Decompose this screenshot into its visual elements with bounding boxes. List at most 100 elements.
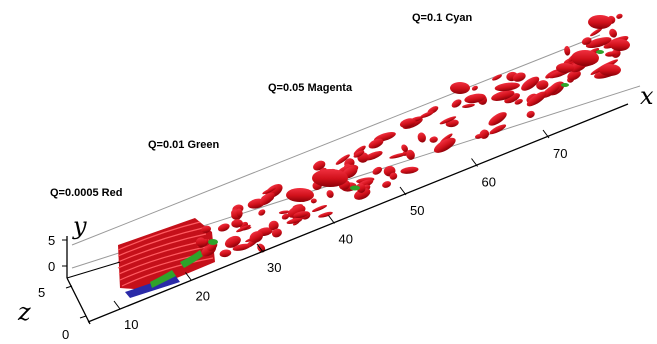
x-tick-label: 20	[196, 289, 210, 304]
red-vortex-blob	[224, 235, 241, 248]
x-tick-mark	[256, 243, 264, 253]
red-vortex-blob	[450, 82, 470, 94]
box-top-back-edge	[71, 34, 601, 246]
red-vortex-blob	[494, 82, 520, 92]
red-vortex-blob	[526, 91, 547, 107]
x-axis: 10 20 30 40 50 60 70 x	[87, 82, 654, 332]
red-vortex-blob	[417, 132, 426, 143]
red-vortex-blob	[504, 93, 520, 104]
red-vortex-blob	[326, 190, 334, 198]
red-vortex-blob	[406, 149, 415, 160]
red-vortex-blob	[318, 211, 333, 218]
red-vortex-blob	[311, 205, 328, 212]
red-vortex-blob	[219, 249, 232, 258]
x-tick-mark	[542, 129, 550, 139]
red-vortex-blob	[310, 198, 317, 204]
x-tick-label: 50	[410, 203, 424, 218]
red-vortex-blob	[526, 110, 535, 118]
red-vortex-blob	[599, 64, 621, 76]
red-vortex-blob	[313, 160, 326, 171]
inflow-hairpin-slab	[117, 218, 215, 298]
x-tick-mark	[471, 158, 478, 167]
red-vortex-blob	[236, 224, 251, 233]
x-tick-mark	[185, 272, 192, 281]
red-vortex-blob	[281, 213, 290, 220]
red-vortex-blob	[489, 124, 507, 135]
red-vortex-blob	[262, 187, 276, 195]
red-vortex-blob	[581, 37, 592, 45]
red-vortex-blob	[401, 144, 408, 152]
vortex-structures	[117, 13, 630, 298]
red-vortex-blob	[439, 116, 457, 125]
red-vortex-blob	[195, 237, 206, 248]
red-vortex-blob	[429, 136, 438, 143]
red-vortex-blob	[479, 129, 490, 139]
z-axis-line	[66, 277, 91, 325]
red-vortex-blob	[312, 169, 348, 187]
red-vortex-blob	[286, 217, 303, 224]
red-vortex-blob	[382, 181, 392, 188]
red-vortex-blob	[400, 166, 419, 174]
red-vortex-blob	[433, 137, 456, 153]
red-vortex-blob	[335, 154, 350, 165]
red-vortex-blob	[514, 98, 523, 105]
red-vortex-blob	[609, 28, 618, 38]
red-vortex-blob	[278, 210, 290, 214]
red-vortex-blob	[201, 225, 212, 233]
red-vortex-blob	[491, 90, 515, 101]
green-spot	[350, 185, 360, 191]
red-vortex-blob	[585, 37, 612, 49]
red-vortex-blob	[590, 27, 603, 37]
red-vortex-blob	[567, 70, 581, 81]
x-tick-label: 40	[339, 232, 353, 247]
legend-label-magenta: Q=0.05 Magenta	[268, 82, 353, 94]
red-vortex-blob	[268, 220, 279, 231]
x-tick-label: 60	[482, 175, 496, 190]
red-vortex-blob	[271, 228, 282, 238]
x-axis-name: x	[640, 82, 654, 110]
y-axis: 5 0 y	[48, 212, 87, 278]
red-vortex-blob	[258, 209, 266, 216]
x-tick-mark	[328, 215, 335, 224]
red-vortex-blob	[232, 243, 251, 251]
red-vortex-blob	[462, 103, 475, 108]
red-vortex-blob	[286, 188, 314, 202]
z-axis: 5 0 z	[17, 261, 121, 342]
legend-label-cyan: Q=0.1 Cyan	[412, 12, 473, 24]
z-tick-label: 0	[62, 327, 69, 339]
red-vortex-blob	[399, 118, 416, 128]
red-vortex-blob	[492, 74, 502, 81]
red-vortex-blob	[556, 63, 574, 73]
green-spot	[208, 239, 218, 245]
red-vortex-blob	[471, 85, 478, 91]
z-tick-label: 5	[38, 285, 45, 300]
red-vortex-blob	[536, 80, 549, 90]
x-tick-label: 30	[267, 260, 281, 275]
red-vortex-blob	[257, 243, 266, 253]
legend-label-green: Q=0.01 Green	[148, 139, 220, 151]
red-vortex-blob	[610, 39, 630, 51]
red-vortex-blob	[356, 183, 366, 193]
legend-label-red: Q=0.0005 Red	[50, 187, 123, 199]
x-tick-mark	[399, 186, 407, 196]
red-vortex-blob	[564, 45, 571, 56]
red-vortex-blob	[372, 166, 383, 175]
y-tick-label: 0	[48, 259, 55, 274]
red-vortex-blob	[588, 15, 612, 29]
red-vortex-blob	[605, 51, 617, 57]
red-vortex-blob	[236, 208, 243, 218]
red-vortex-blob	[389, 152, 407, 159]
red-vortex-blob	[521, 76, 540, 91]
red-vortex-blob	[512, 72, 526, 82]
x-tick-mark	[113, 300, 121, 310]
y-axis-name: y	[72, 212, 87, 240]
red-isosurfaces	[195, 13, 630, 258]
x-tick-label: 70	[553, 146, 567, 161]
red-vortex-blob	[420, 111, 434, 119]
y-tick-label: 5	[48, 233, 55, 248]
red-vortex-blob	[368, 138, 384, 149]
red-vortex-blob	[464, 93, 486, 104]
x-axis-line	[87, 103, 629, 323]
